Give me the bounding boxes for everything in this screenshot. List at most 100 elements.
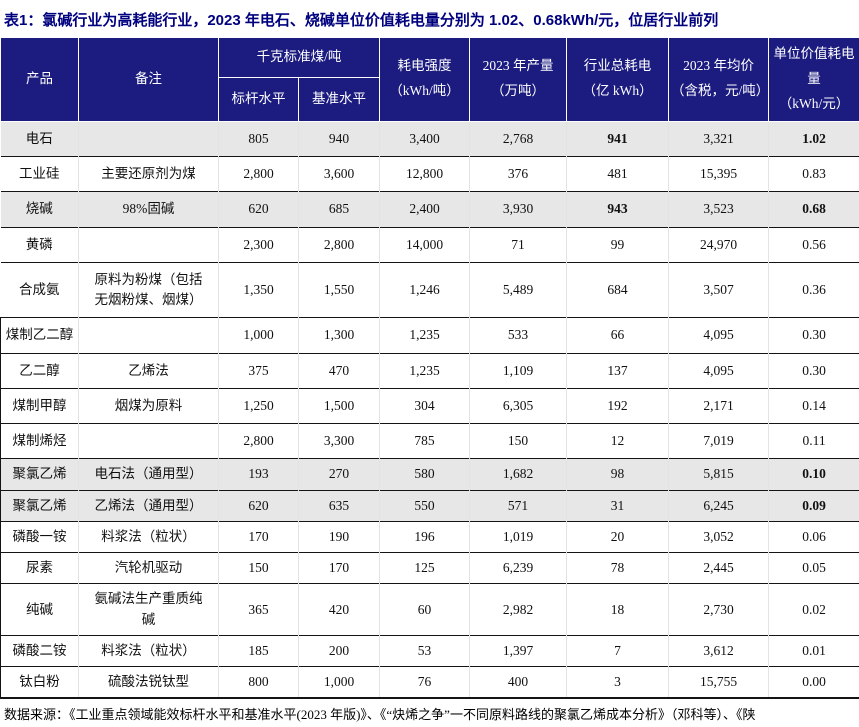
- header-unit-value: 单位价值耗电量 （kWh/元）: [769, 38, 859, 122]
- cell-product: 磷酸一铵: [1, 521, 79, 552]
- cell-avg-price: 3,612: [669, 635, 769, 666]
- cell-unit-value: 0.14: [769, 388, 859, 423]
- cell-note: 主要还原剂为煤: [79, 157, 219, 192]
- header-note: 备注: [79, 38, 219, 122]
- cell-baseline: 1,300: [299, 318, 380, 353]
- cell-intensity: 1,235: [380, 353, 470, 388]
- cell-unit-value: 0.09: [769, 490, 859, 521]
- cell-intensity: 550: [380, 490, 470, 521]
- cell-industry-total: 481: [567, 157, 669, 192]
- cell-avg-price: 2,445: [669, 553, 769, 584]
- cell-baseline: 1,000: [299, 667, 380, 699]
- cell-note: 98%固碱: [79, 192, 219, 227]
- cell-output: 1,019: [470, 521, 567, 552]
- cell-benchmark: 620: [219, 192, 299, 227]
- cell-output: 6,305: [470, 388, 567, 423]
- cell-avg-price: 2,171: [669, 388, 769, 423]
- cell-benchmark: 185: [219, 635, 299, 666]
- cell-industry-total: 7: [567, 635, 669, 666]
- cell-benchmark: 2,300: [219, 227, 299, 262]
- cell-product: 聚氯乙烯: [1, 459, 79, 490]
- cell-industry-total: 941: [567, 121, 669, 156]
- cell-product: 合成氨: [1, 262, 79, 318]
- header-baseline: 基准水平: [299, 77, 380, 121]
- cell-intensity: 12,800: [380, 157, 470, 192]
- cell-intensity: 1,235: [380, 318, 470, 353]
- cell-benchmark: 1,000: [219, 318, 299, 353]
- cell-note: 汽轮机驱动: [79, 553, 219, 584]
- cell-intensity: 125: [380, 553, 470, 584]
- cell-note: 烟煤为原料: [79, 388, 219, 423]
- cell-unit-value: 0.05: [769, 553, 859, 584]
- cell-intensity: 580: [380, 459, 470, 490]
- cell-avg-price: 5,815: [669, 459, 769, 490]
- cell-intensity: 1,246: [380, 262, 470, 318]
- cell-unit-value: 0.00: [769, 667, 859, 699]
- header-product: 产品: [1, 38, 79, 122]
- cell-note: 硫酸法锐钛型: [79, 667, 219, 699]
- cell-industry-total: 684: [567, 262, 669, 318]
- header-output: 2023 年产量 （万吨）: [470, 38, 567, 122]
- cell-note: [79, 121, 219, 156]
- cell-avg-price: 3,052: [669, 521, 769, 552]
- cell-baseline: 940: [299, 121, 380, 156]
- cell-benchmark: 620: [219, 490, 299, 521]
- cell-avg-price: 15,755: [669, 667, 769, 699]
- cell-intensity: 2,400: [380, 192, 470, 227]
- cell-baseline: 3,300: [299, 424, 380, 459]
- cell-output: 400: [470, 667, 567, 699]
- cell-avg-price: 3,321: [669, 121, 769, 156]
- cell-product: 黄磷: [1, 227, 79, 262]
- cell-unit-value: 0.06: [769, 521, 859, 552]
- cell-industry-total: 137: [567, 353, 669, 388]
- cell-unit-value: 0.36: [769, 262, 859, 318]
- cell-note: 料浆法（粒状）: [79, 521, 219, 552]
- cell-benchmark: 1,350: [219, 262, 299, 318]
- header-coal-group: 千克标准煤/吨: [219, 38, 380, 78]
- cell-product: 尿素: [1, 553, 79, 584]
- cell-product: 电石: [1, 121, 79, 156]
- cell-product: 煤制乙二醇: [1, 318, 79, 353]
- cell-baseline: 170: [299, 553, 380, 584]
- cell-intensity: 53: [380, 635, 470, 666]
- cell-unit-value: 0.83: [769, 157, 859, 192]
- cell-output: 2,768: [470, 121, 567, 156]
- cell-benchmark: 2,800: [219, 157, 299, 192]
- cell-product: 煤制烯烃: [1, 424, 79, 459]
- cell-product: 纯碱: [1, 584, 79, 636]
- cell-output: 5,489: [470, 262, 567, 318]
- cell-benchmark: 805: [219, 121, 299, 156]
- cell-benchmark: 2,800: [219, 424, 299, 459]
- cell-note: 乙烯法: [79, 353, 219, 388]
- cell-industry-total: 99: [567, 227, 669, 262]
- cell-note: 料浆法（粒状）: [79, 635, 219, 666]
- cell-output: 6,239: [470, 553, 567, 584]
- cell-output: 71: [470, 227, 567, 262]
- cell-unit-value: 0.11: [769, 424, 859, 459]
- cell-note: [79, 318, 219, 353]
- cell-baseline: 270: [299, 459, 380, 490]
- cell-note: [79, 424, 219, 459]
- cell-industry-total: 192: [567, 388, 669, 423]
- cell-avg-price: 15,395: [669, 157, 769, 192]
- cell-industry-total: 66: [567, 318, 669, 353]
- cell-unit-value: 0.56: [769, 227, 859, 262]
- cell-product: 工业硅: [1, 157, 79, 192]
- cell-industry-total: 98: [567, 459, 669, 490]
- cell-baseline: 3,600: [299, 157, 380, 192]
- cell-benchmark: 365: [219, 584, 299, 636]
- cell-intensity: 60: [380, 584, 470, 636]
- cell-avg-price: 3,523: [669, 192, 769, 227]
- cell-benchmark: 193: [219, 459, 299, 490]
- cell-output: 1,109: [470, 353, 567, 388]
- cell-output: 533: [470, 318, 567, 353]
- cell-baseline: 1,500: [299, 388, 380, 423]
